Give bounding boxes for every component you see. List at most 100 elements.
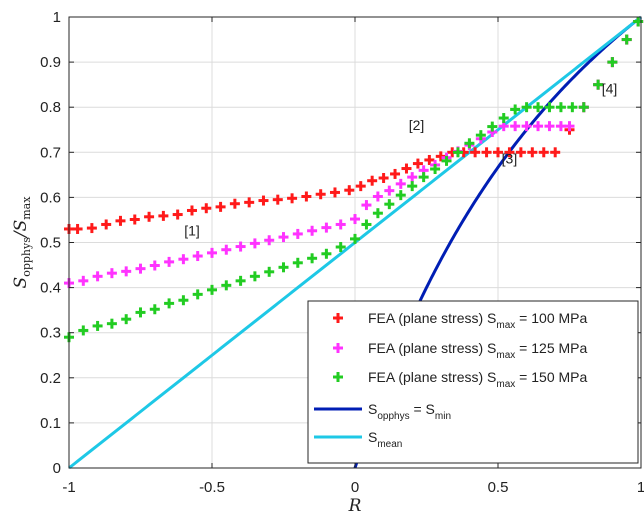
data-point [384, 199, 395, 210]
legend-item: FEA (plane stress) Smax = 100 MPa [333, 310, 588, 331]
data-point [207, 284, 217, 295]
legend-label: FEA (plane stress) Smax = 100 MPa [368, 310, 588, 331]
data-point [481, 147, 492, 158]
data-point [564, 121, 575, 132]
data-point [555, 102, 566, 113]
y-tick-label: 0.4 [40, 280, 61, 297]
x-tick-label: 0 [351, 479, 359, 496]
y-tick-label: 0.8 [40, 99, 61, 116]
data-point [192, 289, 203, 300]
data-point [533, 121, 544, 132]
legend-layer: FEA (plane stress) Smax = 100 MPa FEA (pl… [307, 300, 639, 464]
data-point [115, 215, 126, 226]
data-point [550, 147, 561, 158]
data-point [106, 268, 117, 279]
data-point [533, 102, 544, 113]
data-point [335, 242, 346, 253]
data-point [493, 147, 503, 158]
data-point [510, 121, 521, 132]
data-point [106, 318, 117, 329]
y-tick-label: 0.3 [40, 325, 61, 342]
data-point [515, 147, 526, 158]
data-point [278, 232, 289, 243]
data-point [172, 209, 183, 220]
data-point [498, 113, 509, 124]
y-tick-label: 0.5 [40, 235, 61, 252]
data-point [92, 271, 103, 282]
data-point [578, 102, 589, 113]
data-point [395, 178, 406, 189]
data-point [355, 181, 366, 192]
data-point [292, 257, 303, 268]
marker-layer [64, 16, 644, 343]
annotation-label: [2] [409, 117, 425, 133]
data-point [384, 185, 395, 196]
legend-label: Smean [368, 429, 402, 450]
data-point [101, 219, 112, 230]
data-point [207, 247, 217, 258]
data-point [378, 173, 389, 184]
data-point [164, 298, 175, 309]
legend-item: Sopphys = Smin [314, 401, 451, 422]
data-point [521, 102, 532, 113]
data-point [424, 154, 435, 165]
data-point [301, 191, 312, 202]
data-point [235, 241, 246, 252]
data-point [504, 147, 515, 158]
data-point [278, 262, 289, 273]
x-tick-label: -1 [62, 479, 75, 496]
data-point [78, 275, 89, 286]
y-tick-label: 1 [53, 9, 61, 26]
data-point [335, 219, 346, 230]
data-point [321, 222, 332, 233]
data-point [430, 163, 441, 174]
data-point [178, 254, 189, 265]
data-point [135, 263, 146, 274]
legend-label: FEA (plane stress) Smax = 150 MPa [368, 369, 588, 390]
data-point [292, 228, 303, 239]
data-point [441, 155, 452, 166]
legend-label: Sopphys = Smin [368, 401, 451, 422]
data-point [487, 121, 498, 132]
data-point [72, 223, 83, 234]
legend-item: Smean [314, 429, 402, 450]
x-tick-label: 1 [637, 479, 644, 496]
data-point [221, 280, 232, 291]
data-point [164, 256, 175, 267]
data-point [264, 266, 275, 277]
data-point [287, 193, 298, 204]
data-point [544, 102, 555, 113]
data-point [452, 147, 463, 158]
data-point [235, 275, 246, 286]
data-point [307, 253, 318, 264]
data-point [121, 266, 132, 277]
y-axis-title: Sopphys/Smax [11, 196, 33, 289]
tick-layer: -1 -0.5 0 0.5 1 0 0.1 0.2 0.3 0.4 0.5 0.6 0.7 0.8 0.9 1 [40, 9, 644, 496]
data-point [372, 191, 383, 202]
data-point [621, 34, 632, 45]
data-point [221, 244, 232, 255]
y-tick-label: 0.7 [40, 144, 61, 161]
axis-title-layer: R Sopphys/Smax [11, 196, 362, 516]
data-point [538, 147, 549, 158]
data-point [372, 208, 383, 219]
data-point [350, 233, 360, 244]
data-point [249, 238, 260, 249]
data-point [201, 203, 212, 214]
legend-item: FEA (plane stress) Smax = 125 MPa [333, 340, 588, 361]
data-point [307, 225, 318, 236]
data-point [149, 304, 160, 315]
legend-item: FEA (plane stress) Smax = 150 MPa [333, 369, 588, 390]
data-point [401, 163, 412, 174]
data-point [258, 195, 269, 206]
data-point [407, 172, 418, 183]
data-point [555, 121, 566, 132]
legend-box [307, 300, 639, 464]
data-point [92, 320, 103, 331]
data-point [510, 104, 521, 115]
data-point [249, 271, 260, 282]
data-point [149, 260, 160, 271]
data-point [407, 181, 418, 192]
